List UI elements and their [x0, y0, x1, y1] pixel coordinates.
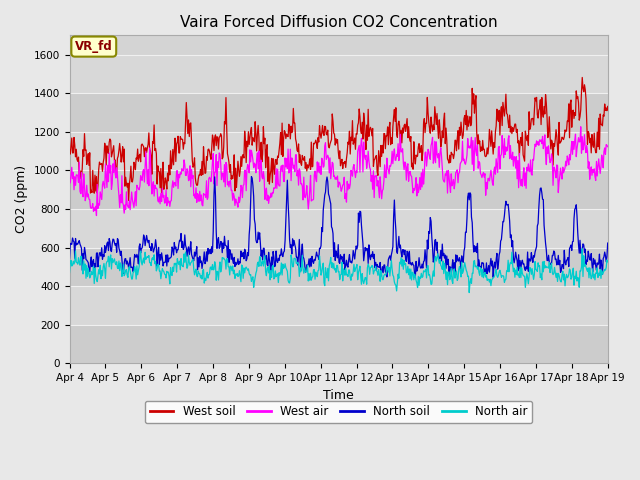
Title: Vaira Forced Diffusion CO2 Concentration: Vaira Forced Diffusion CO2 Concentration: [180, 15, 497, 30]
X-axis label: Time: Time: [323, 389, 354, 402]
Bar: [70, 325, 608, 363]
Y-axis label: CO2 (ppm): CO2 (ppm): [15, 165, 28, 233]
Text: VR_fd: VR_fd: [75, 40, 113, 53]
Bar: [70, 209, 608, 248]
Legend: West soil, West air, North soil, North air: West soil, West air, North soil, North a…: [145, 401, 532, 423]
Bar: [70, 93, 608, 132]
Bar: [70, 286, 608, 325]
Bar: [70, 132, 608, 170]
Bar: [70, 170, 608, 209]
Bar: [70, 55, 608, 93]
Bar: [70, 248, 608, 286]
